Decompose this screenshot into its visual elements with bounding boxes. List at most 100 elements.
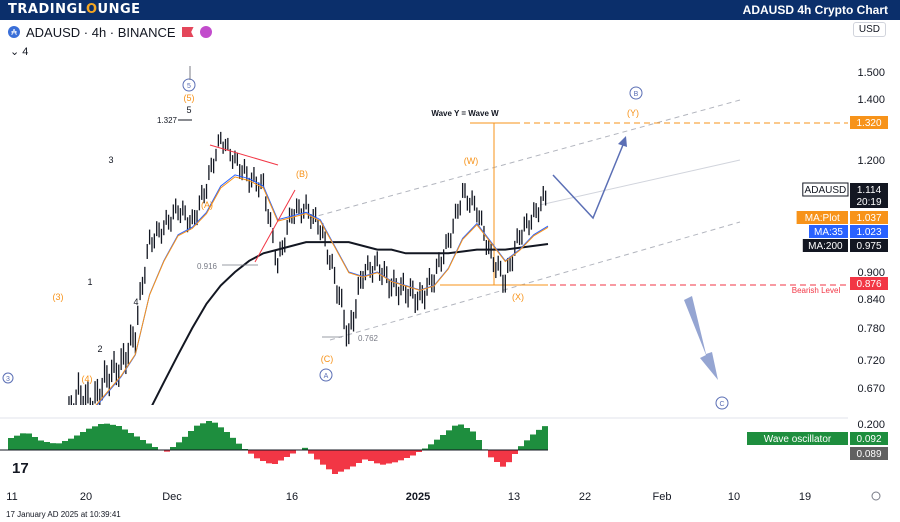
oscillator-bar bbox=[104, 423, 110, 450]
price-tag-box bbox=[850, 447, 888, 460]
oscillator-bar bbox=[86, 428, 92, 450]
oscillator-bar bbox=[344, 450, 350, 470]
price-tick: 0.900 bbox=[857, 267, 885, 279]
ma35-line bbox=[96, 174, 549, 405]
oscillator-bar bbox=[32, 437, 38, 450]
indicator-count[interactable]: ⌄ 4 bbox=[10, 46, 29, 58]
wave-circle-label: A bbox=[324, 373, 329, 380]
time-tick: 22 bbox=[579, 491, 591, 503]
fib-mid-label: 0.916 bbox=[197, 262, 218, 271]
wave-label: 3 bbox=[108, 155, 113, 165]
price-tag-label-bg bbox=[809, 225, 848, 238]
wave-label: (5) bbox=[184, 93, 195, 103]
trendline-red bbox=[209, 144, 279, 166]
price-tick: 0.720 bbox=[857, 355, 885, 367]
oscillator-bar bbox=[266, 450, 272, 464]
oscillator-bar bbox=[410, 450, 416, 456]
currency-selector[interactable]: USD bbox=[852, 22, 886, 37]
price-tag-box bbox=[850, 211, 888, 224]
price-tick: 1.200 bbox=[857, 155, 885, 167]
wave-label: 5 bbox=[186, 105, 191, 115]
oscillator-bar bbox=[26, 433, 32, 450]
channel-mid bbox=[539, 159, 741, 206]
wave-label: (4) bbox=[82, 374, 93, 384]
oscillator-bar bbox=[278, 450, 284, 461]
oscillator-bar bbox=[62, 441, 68, 450]
ma200-line bbox=[151, 241, 549, 405]
oscillator-bar bbox=[476, 440, 482, 450]
price-tag-box bbox=[850, 225, 888, 238]
oscillator-bar bbox=[152, 447, 158, 450]
oscillator-bar bbox=[284, 450, 290, 457]
oscillator-bar bbox=[422, 448, 428, 450]
price-tick: 1.500 bbox=[857, 67, 885, 79]
wave-equality-label: Wave Y = Wave W bbox=[431, 109, 499, 118]
flag-icon[interactable] bbox=[181, 27, 194, 37]
cardano-icon: ₳ bbox=[8, 26, 20, 38]
wave-circle bbox=[629, 86, 643, 100]
wave-label: (3) bbox=[53, 292, 64, 302]
wave-circle bbox=[319, 368, 333, 382]
oscillator-bar bbox=[170, 447, 176, 450]
price-tick: 0.780 bbox=[857, 323, 885, 335]
oscillator-bar bbox=[338, 450, 344, 472]
oscillator-bar bbox=[98, 424, 104, 450]
oscillator-bar bbox=[314, 450, 320, 460]
oscillator-bar bbox=[368, 450, 374, 461]
oscillator-bar bbox=[518, 446, 524, 450]
arrow-head-icon bbox=[618, 136, 627, 147]
oscillator-bar bbox=[50, 443, 56, 450]
price-tag-value: 1.037 bbox=[856, 213, 881, 224]
oscillator-bar bbox=[308, 450, 314, 454]
indicator-icon[interactable] bbox=[199, 26, 212, 38]
oscillator-bar bbox=[248, 450, 254, 454]
price-tag-label-bg bbox=[747, 432, 848, 445]
time-tick: 10 bbox=[728, 491, 740, 503]
time-tick: 13 bbox=[508, 491, 520, 503]
symbol-row: ₳ ADAUSD · 4h · BINANCE bbox=[8, 23, 212, 41]
bear-arrow-icon bbox=[684, 296, 718, 380]
wave-circle bbox=[715, 396, 729, 410]
oscillator-bar bbox=[164, 450, 170, 452]
time-tick: 2025 bbox=[406, 491, 430, 503]
oscillator-bar bbox=[116, 426, 122, 450]
oscillator-bar bbox=[122, 429, 128, 450]
oscillator-bar bbox=[320, 450, 326, 465]
wave-label: 2 bbox=[97, 344, 102, 354]
oscillator-bar bbox=[398, 450, 404, 461]
wave-label: (Y) bbox=[627, 108, 639, 118]
wave-label: (W) bbox=[464, 156, 479, 166]
price-tag-value: 0.975 bbox=[856, 241, 881, 252]
oscillator-bar bbox=[434, 439, 440, 450]
price-tag-box bbox=[850, 432, 888, 445]
price-tick: 1.400 bbox=[857, 94, 885, 106]
countdown-label: 20:19 bbox=[856, 197, 881, 208]
oscillator-bar bbox=[524, 440, 530, 450]
oscillator-bar bbox=[464, 428, 470, 450]
wave-circle-label: B bbox=[634, 91, 639, 98]
oscillator-bar bbox=[374, 450, 380, 464]
oscillator-bar bbox=[506, 450, 512, 463]
oscillator-bar bbox=[488, 450, 494, 458]
price-tag-value: 0.089 bbox=[856, 449, 881, 460]
wave-label: 1 bbox=[87, 277, 92, 287]
oscillator-bar bbox=[500, 450, 506, 467]
oscillator-bar bbox=[362, 450, 368, 460]
price-tag-name: MA:Plot bbox=[805, 213, 840, 224]
oscillator-bar bbox=[392, 450, 398, 463]
wave-label: (C) bbox=[321, 354, 334, 364]
price-tick: 0.840 bbox=[857, 294, 885, 306]
time-tick: 19 bbox=[799, 491, 811, 503]
oscillator-bar bbox=[440, 435, 446, 450]
oscillator-bar bbox=[530, 434, 536, 450]
wave-label: 4 bbox=[133, 297, 138, 307]
oscillator-bar bbox=[128, 433, 134, 450]
oscillator-bar bbox=[470, 431, 476, 450]
symbol-label[interactable]: ADAUSD · 4h · BINANCE bbox=[26, 24, 176, 40]
price-tag-value: 1.114 bbox=[857, 185, 882, 196]
oscillator-bar bbox=[428, 444, 434, 450]
wave-circle-label: 3 bbox=[6, 376, 10, 383]
price-tag-box bbox=[850, 183, 888, 196]
price-tag-value: 1.320 bbox=[856, 118, 881, 129]
